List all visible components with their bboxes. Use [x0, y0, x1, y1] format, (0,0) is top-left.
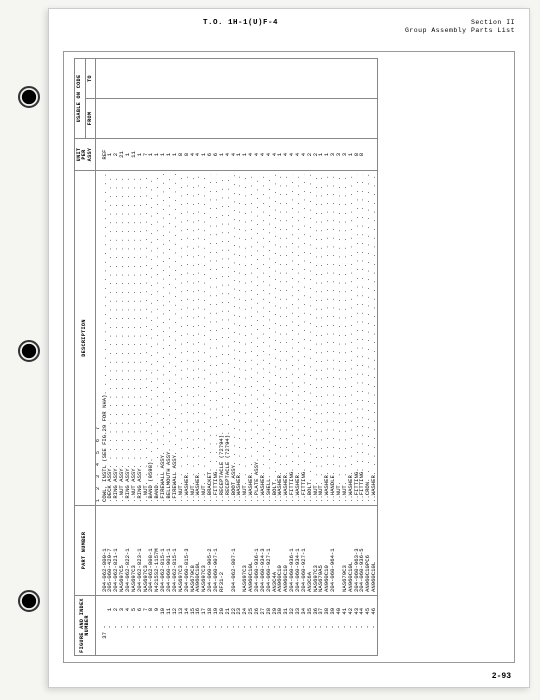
- binder-hole: [18, 590, 40, 612]
- col-from: FROM: [85, 99, 96, 139]
- binder-hole: [18, 340, 40, 362]
- col-to: TO: [85, 59, 96, 99]
- doc-title: T.O. 1H-1(U)F-4: [203, 19, 278, 35]
- col-figure: FIGURE AND INDEX NUMBER: [75, 596, 96, 656]
- table-frame: FIGURE AND INDEX NUMBER PART NUMBER DESC…: [63, 51, 515, 663]
- table-row: - 46AN960C10L..WASHER. . . . . . . . . .…: [371, 59, 377, 656]
- col-part: PART NUMBER: [75, 506, 96, 596]
- page-header: T.O. 1H-1(U)F-4 Section II Group Assembl…: [63, 19, 515, 35]
- table-head: FIGURE AND INDEX NUMBER PART NUMBER DESC…: [75, 59, 96, 656]
- table-body: 1 2 3 4 5 6 7 37 - 204-062-800-1COWL, IN…: [96, 59, 378, 656]
- binder-hole: [18, 86, 40, 108]
- parts-table: FIGURE AND INDEX NUMBER PART NUMBER DESC…: [74, 58, 378, 656]
- col-usable: USABLE ON CODE: [75, 59, 86, 139]
- section-label: Section II Group Assembly Parts List: [405, 19, 515, 35]
- page-number: 2-93: [492, 672, 511, 681]
- page: T.O. 1H-1(U)F-4 Section II Group Assembl…: [48, 8, 530, 688]
- col-upa: UNIT PER ASSY: [75, 139, 96, 171]
- col-desc: DESCRIPTION: [75, 171, 96, 506]
